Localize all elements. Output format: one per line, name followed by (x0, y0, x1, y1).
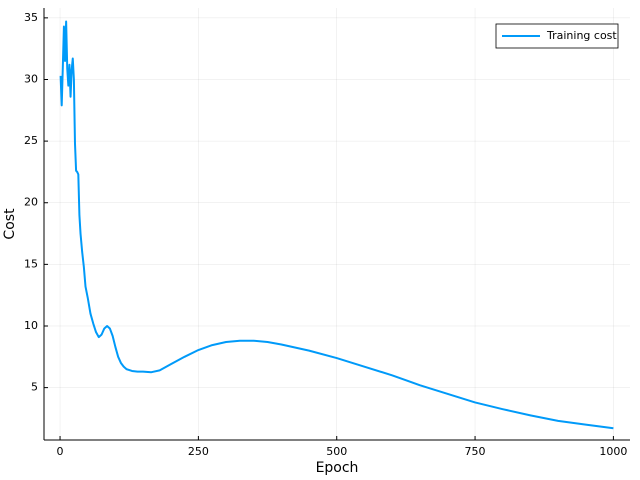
y-tick-label: 5 (31, 381, 38, 394)
x-axis-label: Epoch (316, 460, 359, 476)
y-tick-label: 20 (24, 196, 38, 209)
x-tick-label: 1000 (599, 445, 627, 458)
y-tick-label: 30 (24, 72, 38, 85)
legend-label: Training cost (546, 29, 617, 42)
x-tick-label: 0 (57, 445, 64, 458)
x-tick-label: 750 (465, 445, 486, 458)
x-tick-label: 500 (326, 445, 347, 458)
y-tick-label: 35 (24, 11, 38, 24)
y-axis-label: Cost (2, 208, 18, 240)
y-tick-label: 15 (24, 257, 38, 270)
x-tick-label: 250 (188, 445, 209, 458)
y-tick-label: 10 (24, 319, 38, 332)
y-tick-label: 25 (24, 134, 38, 147)
line (59, 20, 614, 430)
